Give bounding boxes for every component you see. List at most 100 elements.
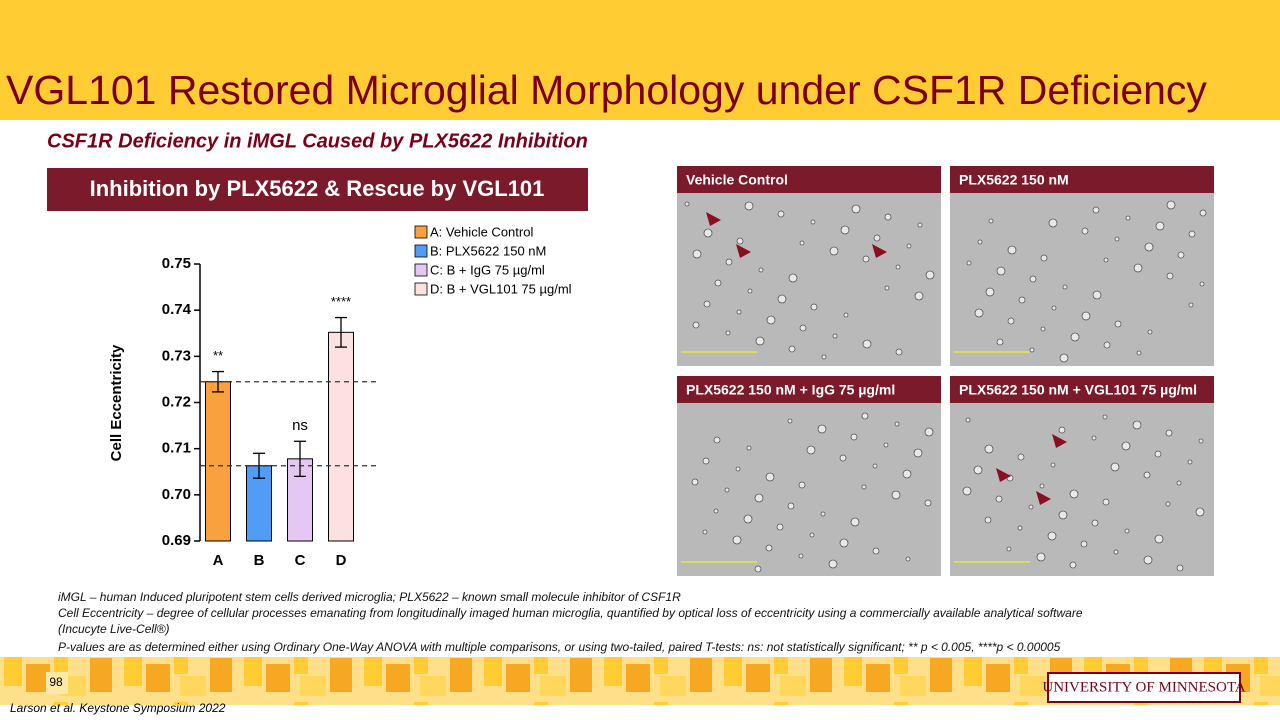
cell (984, 444, 994, 454)
panel-label: PLX5622 150 nM + IgG 75 µg/ml (686, 382, 895, 398)
cell (806, 445, 816, 455)
cell (787, 502, 795, 510)
cell (744, 201, 754, 211)
cell (724, 487, 730, 493)
cell (1110, 462, 1120, 472)
cell (754, 565, 762, 573)
cell (1058, 510, 1068, 520)
cell (1102, 414, 1108, 420)
cell (1176, 564, 1184, 572)
cell (1199, 281, 1205, 287)
cell (883, 442, 889, 448)
cell (817, 424, 827, 434)
cell (1091, 435, 1097, 441)
cell (788, 345, 796, 353)
cell (1050, 462, 1056, 468)
cell (861, 412, 869, 420)
cell (924, 427, 934, 437)
cell (872, 463, 878, 469)
legend-swatch (414, 263, 428, 277)
cell (1017, 525, 1023, 531)
cell (821, 354, 827, 360)
cell (914, 291, 924, 301)
cell (1069, 561, 1077, 569)
box-label: Inhibition by PLX5622 & Rescue by VGL101 (90, 176, 545, 201)
cell (1081, 227, 1089, 235)
cell (755, 336, 765, 346)
cell (820, 511, 826, 517)
cell (977, 239, 983, 245)
micrograph (950, 166, 1214, 366)
y-tick-label: 0.75 (162, 255, 191, 272)
cell (1154, 534, 1164, 544)
cell (777, 294, 787, 304)
cell (735, 466, 741, 472)
cell (839, 454, 847, 462)
x-tick-label: A (213, 552, 224, 569)
cell (1040, 254, 1048, 262)
cell (732, 535, 742, 545)
cell (913, 448, 923, 458)
arrow (996, 468, 1011, 482)
cell (1028, 504, 1034, 510)
cell (995, 495, 1003, 503)
cell (1133, 263, 1143, 273)
cell (862, 255, 870, 263)
panel-label: Vehicle Control (686, 172, 788, 188)
cell (996, 338, 1004, 346)
logo: University of Minnesota (1042, 679, 1245, 695)
cell (1144, 242, 1154, 252)
cell (799, 240, 805, 246)
cell (702, 457, 710, 465)
y-tick-label: 0.71 (162, 440, 191, 457)
cell (1062, 284, 1068, 290)
cell (1124, 528, 1130, 534)
cell (843, 312, 849, 318)
y-axis-label: Cell Eccentricity (108, 344, 125, 461)
cell (925, 270, 935, 280)
cell (906, 243, 912, 249)
cell (765, 544, 773, 552)
cell (1114, 320, 1122, 328)
bar (205, 381, 231, 542)
cell (1166, 272, 1174, 280)
annotation: ** (213, 348, 223, 363)
cell (703, 228, 713, 238)
cell (1195, 507, 1205, 517)
cell (684, 201, 690, 207)
cell (1121, 441, 1131, 451)
cell (829, 246, 839, 256)
cell (1059, 353, 1069, 363)
footnote: Cell Eccentricity – degree of cellular p… (58, 606, 1083, 620)
cell (1132, 420, 1142, 430)
cell (1029, 275, 1037, 283)
cell (1007, 317, 1015, 325)
cell (1199, 209, 1207, 217)
cell (1176, 480, 1182, 486)
cell (713, 436, 721, 444)
cell (1039, 483, 1045, 489)
cell (1187, 459, 1193, 465)
cell (798, 481, 806, 489)
cell (1166, 200, 1176, 210)
panel-label: PLX5622 150 nM + VGL101 75 µg/ml (959, 382, 1197, 398)
cell (702, 529, 708, 535)
page-number: 98 (49, 675, 63, 689)
cell (736, 309, 742, 315)
cell (850, 433, 858, 441)
cell (692, 321, 700, 329)
cell (924, 499, 932, 507)
cell (1040, 326, 1046, 332)
cell (1036, 552, 1046, 562)
panel-header (677, 166, 941, 193)
cell (1125, 215, 1131, 221)
cell (1147, 329, 1153, 335)
chart: 0.69 0.70 0.71 0.72 0.73 0.74 0.75 Cell Eccentr… (108, 224, 572, 569)
cell (1103, 257, 1109, 263)
cell (1080, 540, 1088, 548)
panel-header (950, 166, 1214, 193)
cell (861, 484, 867, 490)
x-tick-label: D (336, 552, 347, 569)
cell (1177, 251, 1185, 259)
cell (1188, 302, 1194, 308)
